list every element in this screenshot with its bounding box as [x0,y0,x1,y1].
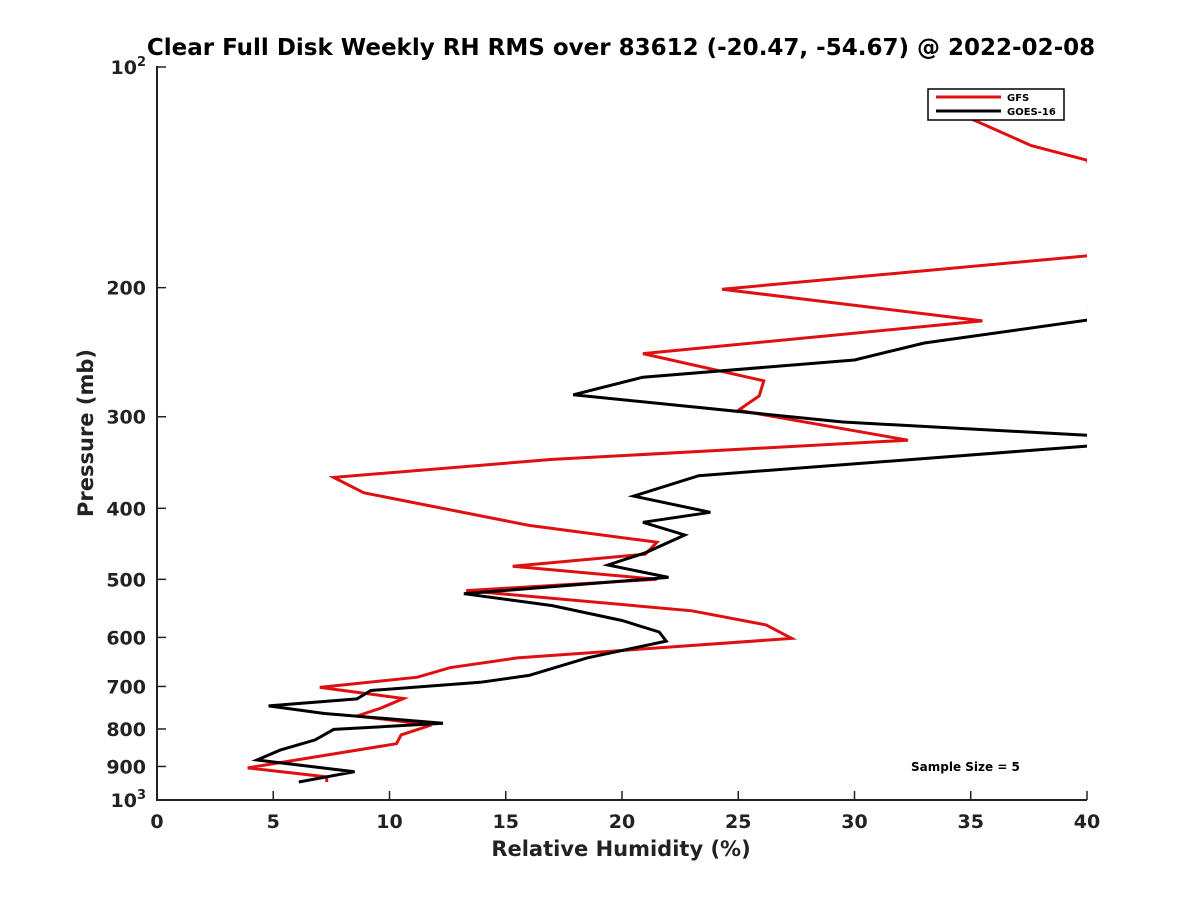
y-tick-label: 600 [106,627,146,649]
x-tick-label: 35 [958,811,984,833]
x-tick-label: 25 [725,811,751,833]
x-axis-label: Relative Humidity (%) [491,837,750,861]
y-ticks: 102 200 300 400 500 600 700 800 900 103 [106,55,166,812]
y-tick-label: 900 [106,756,146,778]
y-tick-label: 200 [106,278,146,300]
legend: GFS GOES-16 [927,88,1065,121]
axes-layer [156,66,1087,801]
series-line-goes-16 [251,306,1087,784]
legend-box [927,88,1065,121]
x-tick-label: 40 [1074,811,1100,833]
x-ticks: 0 5 10 15 20 25 30 35 40 [150,791,1100,833]
y-tick-label: 103 [111,788,147,812]
chart-title: Clear Full Disk Weekly RH RMS over 83612… [147,35,1095,61]
y-tick-label: 102 [111,55,147,79]
x-tick-label: 20 [609,811,635,833]
y-tick-label: 500 [106,569,146,591]
x-tick-label: 5 [267,811,280,833]
series-layer [247,101,1087,784]
y-tick-label: 700 [106,676,146,698]
x-tick-label: 0 [150,811,163,833]
legend-label-goes-16: GOES-16 [1007,107,1056,118]
x-tick-label: 30 [841,811,867,833]
x-tick-label: 10 [376,811,402,833]
y-axis-label: Pressure (mb) [74,349,98,517]
sample-size-annotation: Sample Size = 5 [911,760,1020,774]
x-tick-label: 15 [493,811,519,833]
y-tick-label: 400 [106,498,146,520]
legend-label-gfs: GFS [1007,93,1029,104]
y-tick-label: 800 [106,719,146,741]
series-line-gfs [247,101,1087,782]
y-tick-label: 300 [106,407,146,429]
